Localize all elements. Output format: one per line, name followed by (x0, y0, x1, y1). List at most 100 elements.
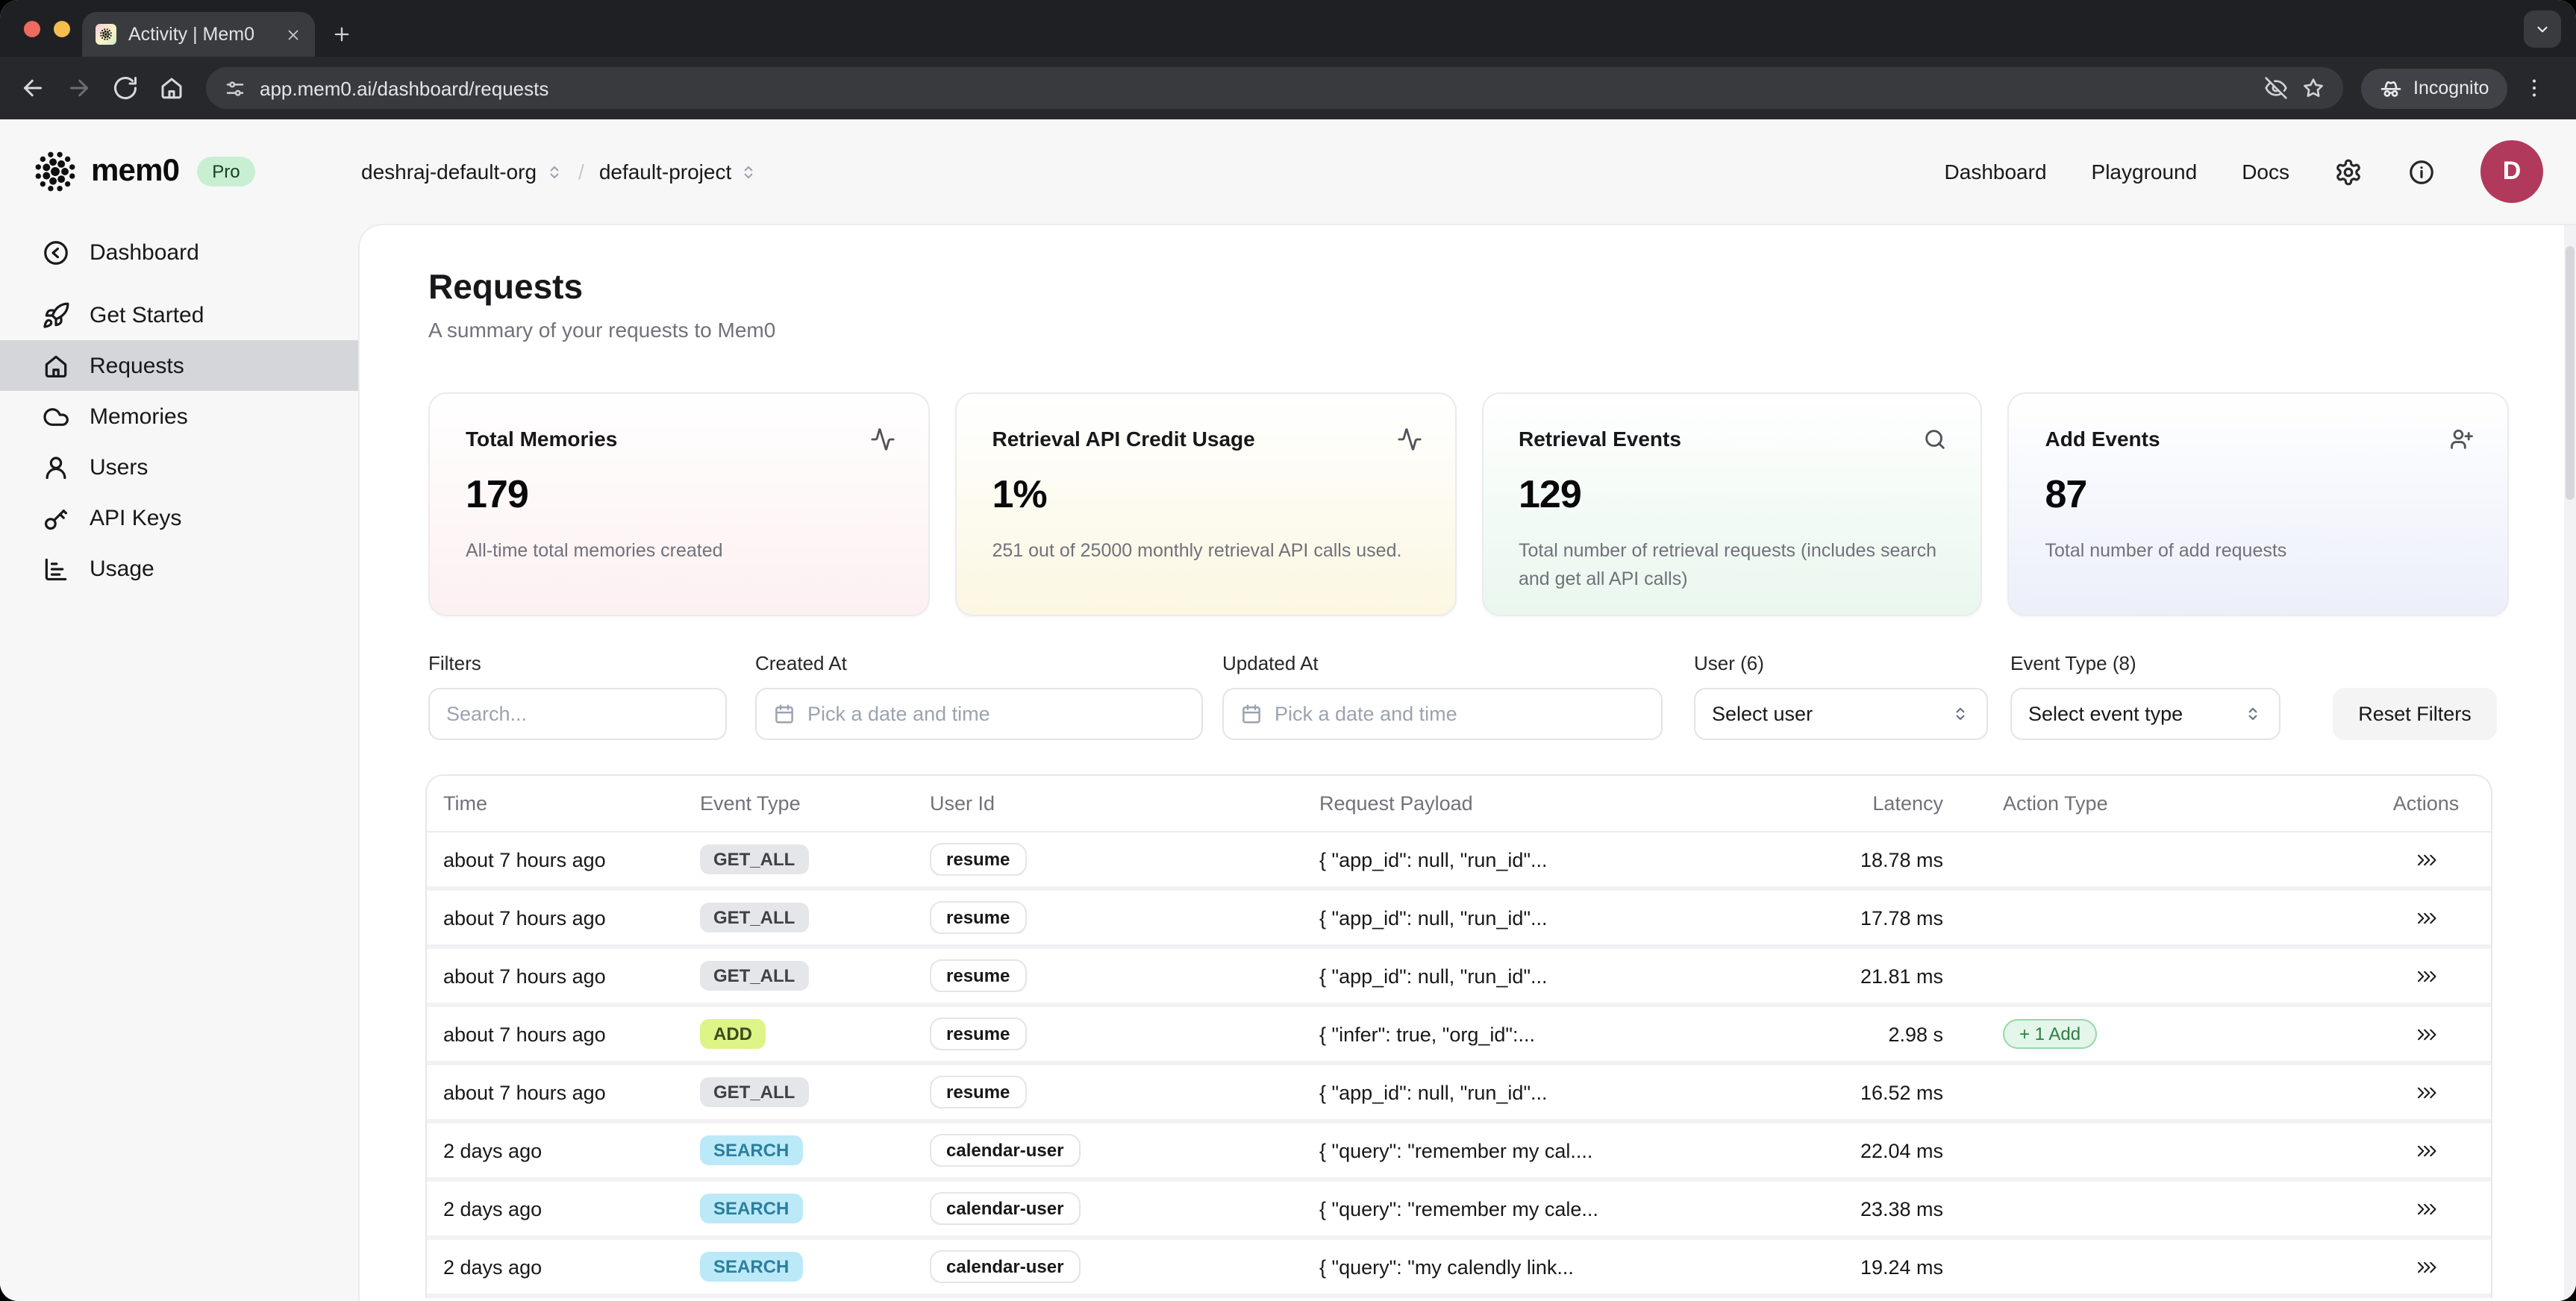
table-row[interactable]: about 7 hours ago GET_ALL resume { "app_… (427, 891, 2491, 949)
breadcrumb-separator: / (578, 160, 584, 184)
created-at-picker[interactable]: Pick a date and time (755, 688, 1203, 740)
event-type-badge: SEARCH (700, 1252, 803, 1282)
url-bar[interactable]: app.mem0.ai/dashboard/requests (206, 67, 2343, 109)
user-id-badge: resume (930, 1076, 1027, 1109)
mem0-logo-icon (30, 146, 81, 197)
table-row[interactable]: about 7 hours ago ADD resume { "infer": … (427, 1007, 2491, 1065)
cell-latency: 23.38 ms (1860, 1197, 1943, 1220)
back-icon[interactable] (19, 75, 46, 101)
breadcrumb: deshraj-default-org / default-project (361, 119, 758, 224)
column-header-action-type: Action Type (2003, 792, 2108, 815)
table-row[interactable]: 2 days ago SEARCH calendar-user { "query… (427, 1123, 2491, 1182)
tab-search-button[interactable] (2524, 10, 2561, 48)
column-header-latency: Latency (1872, 792, 1943, 815)
chevron-up-down-icon (544, 162, 563, 181)
info-icon[interactable] (2407, 157, 2436, 186)
nav-dashboard-link[interactable]: Dashboard (1944, 160, 2047, 184)
cell-time: 2 days ago (443, 1197, 543, 1220)
gear-icon[interactable] (2334, 157, 2363, 186)
updated-at-picker[interactable]: Pick a date and time (1222, 688, 1663, 740)
url-text[interactable]: app.mem0.ai/dashboard/requests (260, 77, 549, 99)
search-input[interactable] (428, 688, 727, 740)
sidebar-item-label: Memories (90, 404, 188, 429)
cell-request-payload: { "app_id": null, "run_id"... (1319, 965, 1548, 987)
header-actions: Dashboard Playground Docs D (1945, 119, 2543, 224)
site-settings-icon[interactable] (224, 77, 246, 99)
chart-icon (42, 554, 70, 583)
minimize-window-button[interactable] (54, 21, 70, 37)
table-row[interactable]: about 7 hours ago GET_ALL resume { "app_… (427, 1065, 2491, 1123)
nav-playground-link[interactable]: Playground (2091, 160, 2198, 184)
forward-icon[interactable] (66, 75, 93, 101)
table-row[interactable]: 2 days ago SEARCH calendar-user { "query… (427, 1240, 2491, 1298)
tab-close-icon[interactable] (285, 26, 301, 43)
expand-row-icon[interactable] (2415, 964, 2437, 986)
expand-row-icon[interactable] (2415, 1197, 2437, 1219)
app-header: mem0 Pro deshraj-default-org / default-p… (0, 119, 2576, 224)
expand-row-icon[interactable] (2415, 1255, 2437, 1277)
close-window-button[interactable] (24, 21, 40, 37)
org-selector[interactable]: deshraj-default-org (361, 160, 563, 184)
sidebar-item-get-started[interactable]: Get Started (0, 289, 358, 340)
sidebar-item-dashboard[interactable]: Dashboard (0, 227, 358, 278)
nav-docs-link[interactable]: Docs (2242, 160, 2289, 184)
expand-row-icon[interactable] (2415, 1138, 2437, 1161)
expand-row-icon[interactable] (2415, 847, 2437, 870)
browser-home-icon[interactable] (158, 75, 185, 101)
incognito-label: Incognito (2413, 78, 2489, 98)
cell-request-payload: { "app_id": null, "run_id"... (1319, 848, 1548, 871)
stat-card-value: 87 (2045, 471, 2088, 516)
stat-card-title: Retrieval API Credit Usage (992, 427, 1255, 451)
plan-badge: Pro (197, 157, 255, 186)
expand-row-icon[interactable] (2415, 1080, 2437, 1103)
table-row[interactable]: about 7 hours ago GET_ALL resume { "app_… (427, 949, 2491, 1007)
sidebar-item-memories[interactable]: Memories (0, 391, 358, 442)
event-type-select[interactable]: Select event type (2010, 688, 2280, 740)
event-type-select-value: Select event type (2028, 703, 2183, 725)
cell-time: about 7 hours ago (443, 1023, 606, 1045)
expand-row-icon[interactable] (2415, 906, 2437, 928)
filters-label: Filters (428, 652, 481, 674)
cell-latency: 22.04 ms (1860, 1139, 1943, 1162)
requests-table: Time Event Type User Id Request Payload … (425, 774, 2492, 1298)
sidebar-item-label: Users (90, 454, 149, 480)
eye-off-icon[interactable] (2264, 76, 2288, 100)
scrollbar-thumb[interactable] (2566, 246, 2575, 500)
incognito-icon (2379, 76, 2403, 100)
avatar[interactable]: D (2480, 140, 2543, 203)
activity-icon (870, 427, 895, 452)
browser-toolbar: app.mem0.ai/dashboard/requests Incognito (0, 57, 2576, 119)
user-icon (42, 453, 70, 481)
created-at-placeholder: Pick a date and time (807, 703, 990, 725)
sidebar-item-usage[interactable]: Usage (0, 543, 358, 594)
reload-icon[interactable] (112, 75, 139, 101)
logo[interactable]: mem0 Pro (30, 119, 255, 224)
table-row[interactable]: 2 days ago SEARCH calendar-user { "query… (427, 1182, 2491, 1240)
cell-request-payload: { "query": "remember my cale... (1319, 1197, 1598, 1220)
table-row[interactable]: about 7 hours ago GET_ALL resume { "app_… (427, 833, 2491, 891)
stat-card-title: Total Memories (466, 427, 618, 451)
stat-card-title: Retrieval Events (1519, 427, 1681, 451)
reset-filters-button[interactable]: Reset Filters (2333, 688, 2497, 740)
column-header-request-payload: Request Payload (1319, 792, 1473, 815)
user-select[interactable]: Select user (1694, 688, 1988, 740)
project-selector[interactable]: default-project (599, 160, 758, 184)
user-filter-label: User (6) (1694, 652, 1764, 674)
search-icon (1923, 427, 1948, 452)
expand-row-icon[interactable] (2415, 1022, 2437, 1044)
column-header-actions: Actions (2392, 792, 2460, 815)
scrollbar-track[interactable] (2564, 225, 2576, 1301)
new-tab-button[interactable] (331, 24, 352, 45)
browser-menu-icon[interactable] (2522, 76, 2545, 100)
browser-tab[interactable]: Activity | Mem0 (82, 12, 315, 57)
sidebar-item-users[interactable]: Users (0, 442, 358, 492)
user-id-badge: calendar-user (930, 1250, 1081, 1283)
updated-at-label: Updated At (1222, 652, 1319, 674)
sidebar-item-api-keys[interactable]: API Keys (0, 492, 358, 543)
cell-time: about 7 hours ago (443, 848, 606, 871)
bookmark-star-icon[interactable] (2301, 76, 2325, 100)
user-id-badge: resume (930, 959, 1027, 992)
sidebar-item-requests[interactable]: Requests (0, 340, 358, 391)
stat-card-description: 251 out of 25000 monthly retrieval API c… (992, 540, 1402, 561)
chevron-up-down-icon (739, 162, 758, 181)
